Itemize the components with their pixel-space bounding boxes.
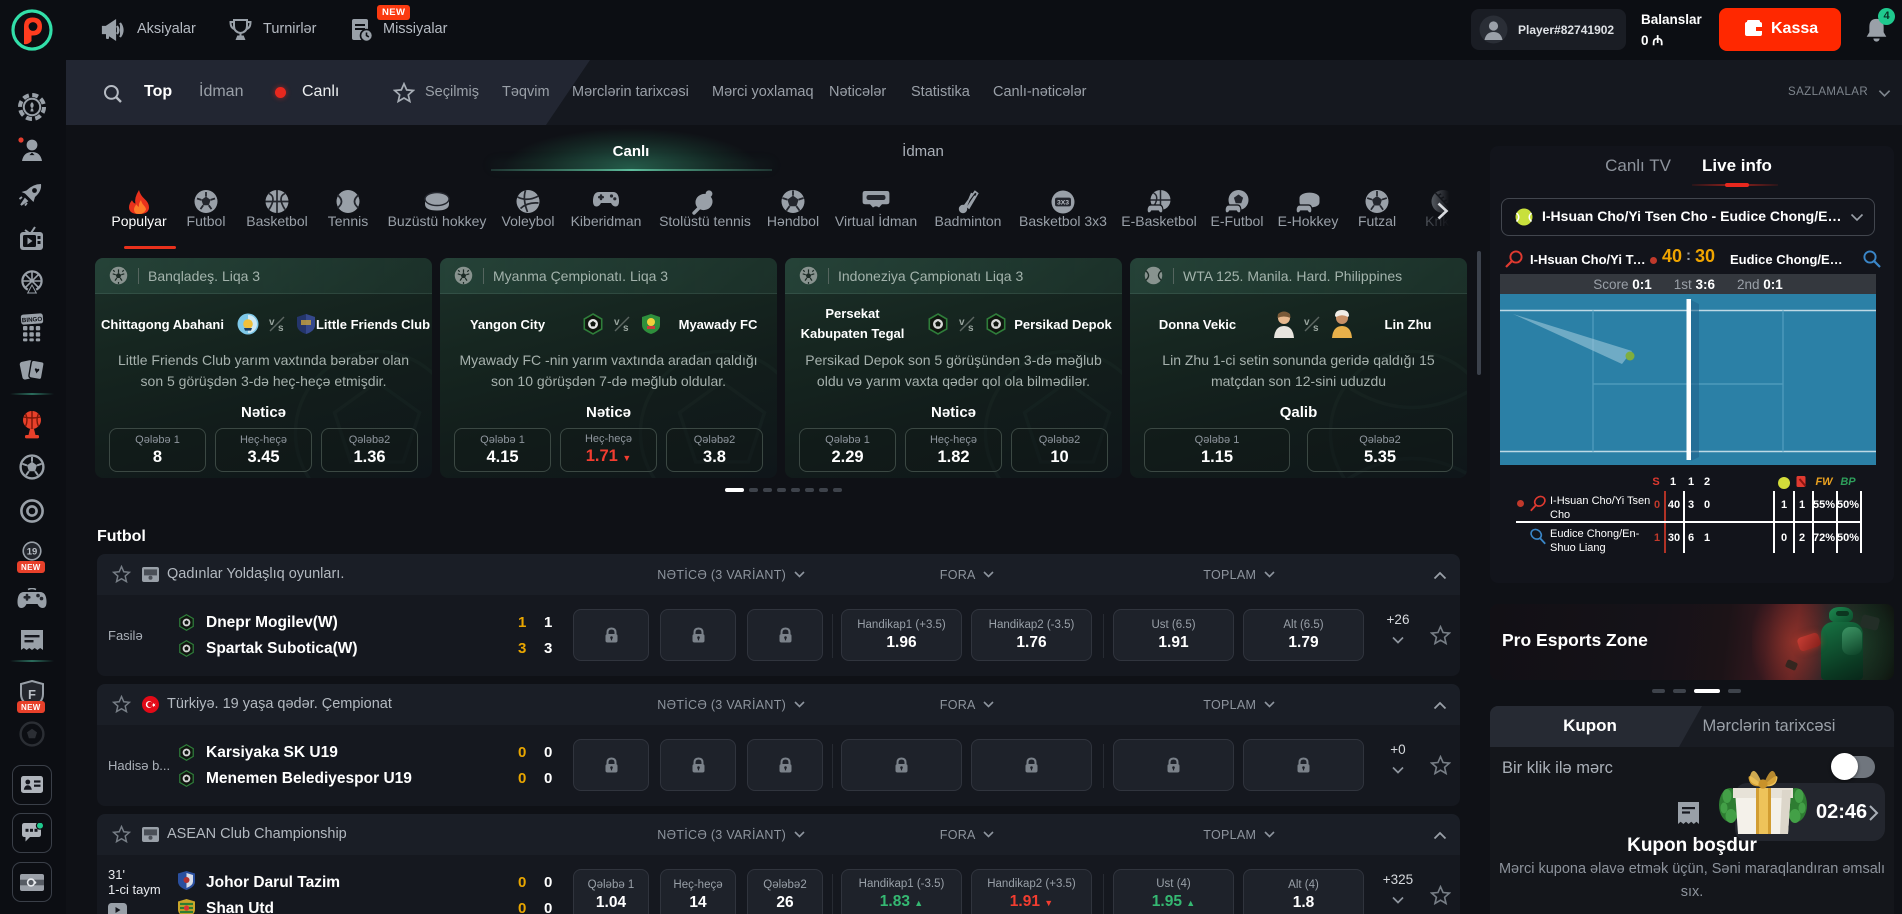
svg-text:s: s xyxy=(968,323,974,334)
svg-text:v: v xyxy=(269,317,275,328)
svg-text:v: v xyxy=(614,317,620,328)
svg-text:v: v xyxy=(1304,317,1310,328)
svg-text:v: v xyxy=(959,317,965,328)
svg-text:♥: ♥ xyxy=(33,365,40,376)
svg-text:s: s xyxy=(278,323,284,334)
svg-text:3X3: 3X3 xyxy=(1057,200,1069,207)
svg-text:s: s xyxy=(1313,323,1319,334)
svg-text:BINGO: BINGO xyxy=(22,316,43,324)
svg-text:F: F xyxy=(28,687,36,702)
svg-text:s: s xyxy=(623,323,629,334)
svg-text:19: 19 xyxy=(27,547,38,558)
